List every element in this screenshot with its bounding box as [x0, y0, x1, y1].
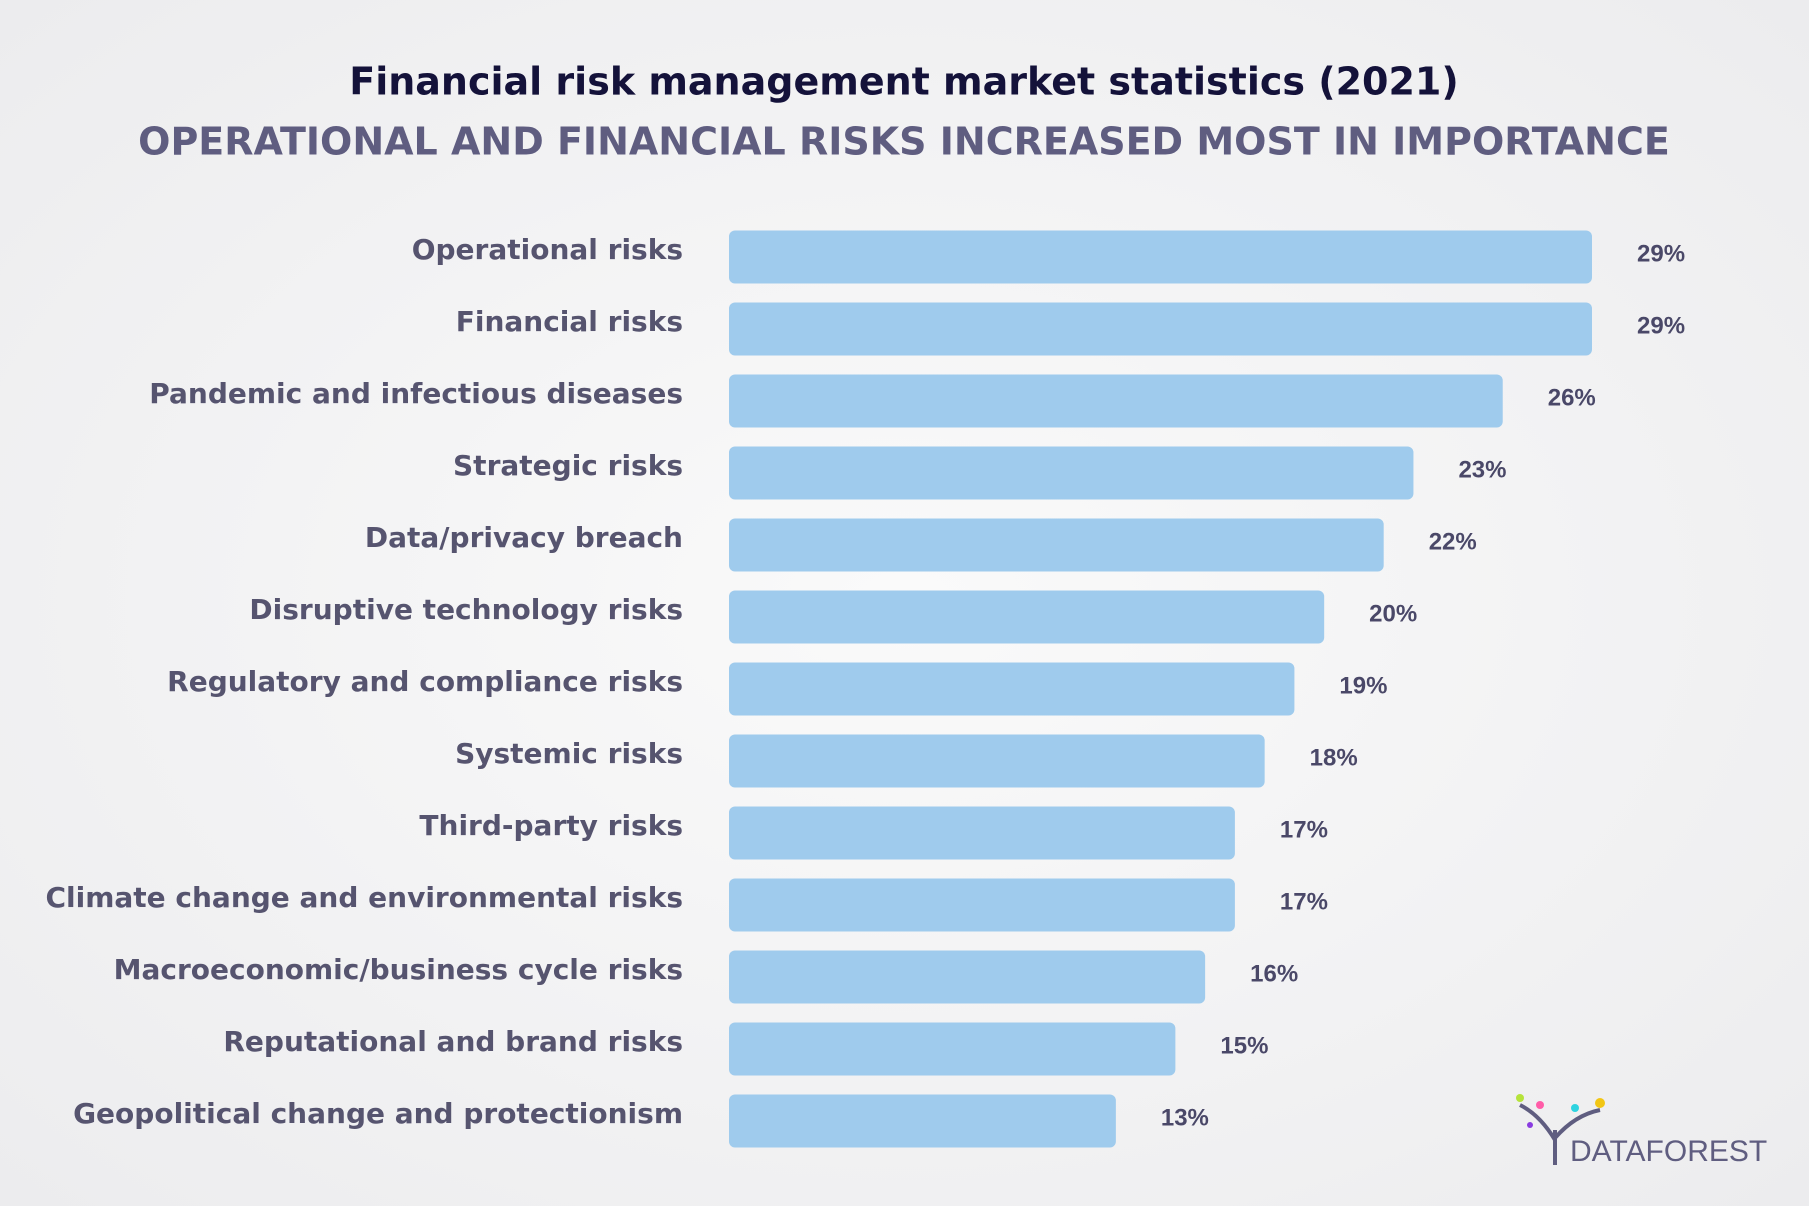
bar — [729, 878, 1235, 932]
value-label: 19% — [1339, 672, 1387, 699]
logo: DATAFOREST — [1516, 1094, 1767, 1168]
category-label: Strategic risks — [453, 449, 683, 482]
value-label: 17% — [1280, 816, 1328, 843]
category-label: Operational risks — [412, 233, 683, 266]
logo-dot — [1571, 1104, 1579, 1112]
bar — [729, 1094, 1116, 1148]
category-label: Data/privacy breach — [365, 521, 683, 554]
bar — [729, 446, 1414, 500]
chart-subtitle: OPERATIONAL AND FINANCIAL RISKS INCREASE… — [138, 120, 1670, 164]
category-label: Systemic risks — [455, 737, 683, 770]
chart-title: Financial risk management market statist… — [349, 60, 1458, 104]
value-label: 15% — [1220, 1032, 1268, 1059]
bar — [729, 374, 1503, 428]
value-label: 13% — [1161, 1104, 1209, 1131]
value-label: 22% — [1429, 528, 1477, 555]
value-label: 29% — [1637, 312, 1685, 339]
logo-dot — [1595, 1098, 1605, 1108]
logo-dot — [1527, 1122, 1533, 1128]
category-label: Regulatory and compliance risks — [167, 665, 683, 698]
bar — [729, 302, 1592, 356]
logo-tree — [1519, 1103, 1601, 1165]
category-label: Macroeconomic/business cycle risks — [114, 953, 683, 986]
logo-dot — [1536, 1101, 1544, 1109]
bar — [729, 950, 1206, 1004]
bar — [729, 734, 1265, 788]
value-label: 29% — [1637, 240, 1685, 267]
category-label: Third-party risks — [419, 809, 683, 842]
category-label: Reputational and brand risks — [223, 1025, 683, 1058]
value-label: 23% — [1458, 456, 1506, 483]
value-label: 20% — [1369, 600, 1417, 627]
category-label: Geopolitical change and protectionism — [73, 1097, 683, 1130]
value-label: 16% — [1250, 960, 1298, 987]
logo-text: DATAFOREST — [1570, 1135, 1767, 1168]
value-label: 17% — [1280, 888, 1328, 915]
bar — [729, 662, 1295, 716]
bar — [729, 1022, 1176, 1076]
category-label: Financial risks — [456, 305, 683, 338]
logo-dot — [1516, 1094, 1524, 1102]
value-label: 26% — [1548, 384, 1596, 411]
category-label: Pandemic and infectious diseases — [149, 377, 683, 410]
bar — [729, 806, 1235, 860]
category-label: Climate change and environmental risks — [45, 881, 683, 914]
value-label: 18% — [1310, 744, 1358, 771]
category-label: Disruptive technology risks — [249, 593, 683, 626]
bar — [729, 518, 1384, 572]
bar — [729, 230, 1592, 284]
bar — [729, 590, 1325, 644]
